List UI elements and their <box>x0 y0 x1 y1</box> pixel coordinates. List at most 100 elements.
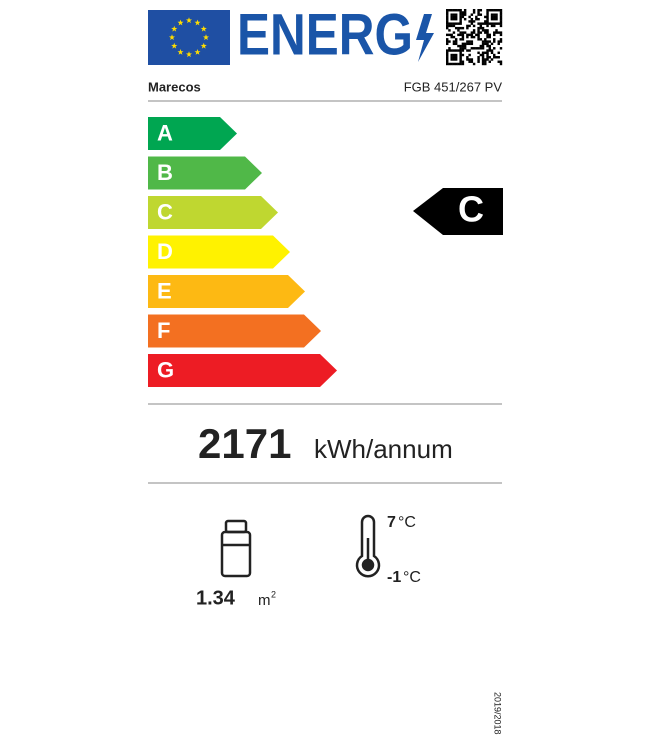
qr-module <box>488 40 491 43</box>
qr-module <box>490 22 494 25</box>
qr-module <box>446 20 449 23</box>
qr-module <box>499 13 503 16</box>
qr-module <box>450 35 453 39</box>
qr-module <box>479 47 483 50</box>
qr-module <box>497 9 500 12</box>
qr-module <box>457 22 460 25</box>
qr-module <box>479 53 483 57</box>
qr-module <box>475 33 478 37</box>
qr-module <box>484 29 487 32</box>
qr-module <box>446 53 449 57</box>
qr-module <box>446 33 449 37</box>
star <box>171 42 178 49</box>
qr-module <box>477 17 480 21</box>
qr-module <box>454 17 458 21</box>
qr-module <box>450 56 453 59</box>
qr-module <box>479 13 483 16</box>
qr-module <box>457 44 460 48</box>
qr-module <box>486 53 489 57</box>
class-bar <box>148 196 278 229</box>
qr-module <box>470 42 474 46</box>
qr-module <box>493 40 496 43</box>
qr-module <box>450 49 453 52</box>
class-bar <box>148 156 262 190</box>
class-bar <box>148 275 305 308</box>
qr-module <box>468 53 471 57</box>
qr-module <box>484 42 487 46</box>
qr-module <box>493 13 496 16</box>
regulation: 2019/2018 <box>493 692 503 735</box>
qr-module <box>448 49 451 52</box>
qr-module <box>481 44 485 48</box>
qr-module <box>446 38 449 41</box>
qr-module <box>497 51 500 54</box>
qr-module <box>459 20 462 23</box>
qr-module <box>452 13 456 16</box>
qr-module <box>495 22 498 25</box>
qr-module <box>484 22 487 25</box>
qr-module <box>463 47 467 50</box>
qr-module <box>466 33 469 37</box>
star <box>186 17 192 24</box>
qr-module <box>463 42 467 46</box>
qr-module <box>499 31 503 34</box>
class-letter: F <box>157 318 170 343</box>
star <box>177 49 184 55</box>
qr-module <box>499 20 503 23</box>
qr-module <box>450 58 453 61</box>
qr-module <box>470 35 474 39</box>
qr-module <box>470 60 474 63</box>
class-bar <box>148 117 237 150</box>
qr-module <box>463 17 467 21</box>
qr-module <box>452 58 456 61</box>
supplier: Marecos <box>148 79 201 94</box>
qr-module <box>479 44 483 48</box>
qr-module <box>477 33 480 37</box>
qr-module <box>481 26 485 30</box>
qr-module <box>472 20 476 23</box>
qr-module <box>472 35 476 39</box>
qr-module <box>484 51 487 54</box>
temp-max: 7 <box>387 514 396 531</box>
qr-module <box>454 38 458 41</box>
qr-module <box>470 33 474 37</box>
qr-module <box>459 49 462 52</box>
qr-module <box>454 22 458 25</box>
qr-module <box>486 13 489 16</box>
area-unit-sup: 2 <box>271 589 276 599</box>
qr-module <box>446 11 449 14</box>
qr-module <box>448 62 451 66</box>
qr-module <box>457 29 460 32</box>
qr-module <box>490 17 494 21</box>
qr-module <box>477 38 480 41</box>
qr-module <box>454 62 458 66</box>
qr-module <box>486 35 489 39</box>
qr-module <box>459 11 462 14</box>
qr-module <box>466 42 469 46</box>
class-letter: G <box>157 357 174 382</box>
qr-module <box>477 26 480 30</box>
qr-module <box>495 56 498 59</box>
temp-min: -1 <box>387 569 401 586</box>
qr-module <box>459 9 462 12</box>
qr-module <box>499 60 503 63</box>
qr-module <box>446 60 449 63</box>
qr-module <box>454 49 458 52</box>
qr-module <box>452 22 456 25</box>
qr-module <box>486 29 489 32</box>
qr-module <box>484 31 487 34</box>
qr-module <box>481 51 485 54</box>
qr-module <box>461 15 465 19</box>
qr-module <box>468 20 471 23</box>
model: FGB 451/267 PV <box>404 79 503 94</box>
qr-module <box>486 20 489 23</box>
qr-module <box>486 9 489 12</box>
qr-module <box>470 31 474 34</box>
qr-module <box>461 47 465 50</box>
qr-module <box>499 47 503 50</box>
qr-module <box>452 56 456 59</box>
qr-module <box>446 51 449 54</box>
qr-module <box>497 42 500 46</box>
qr-module <box>452 24 456 28</box>
